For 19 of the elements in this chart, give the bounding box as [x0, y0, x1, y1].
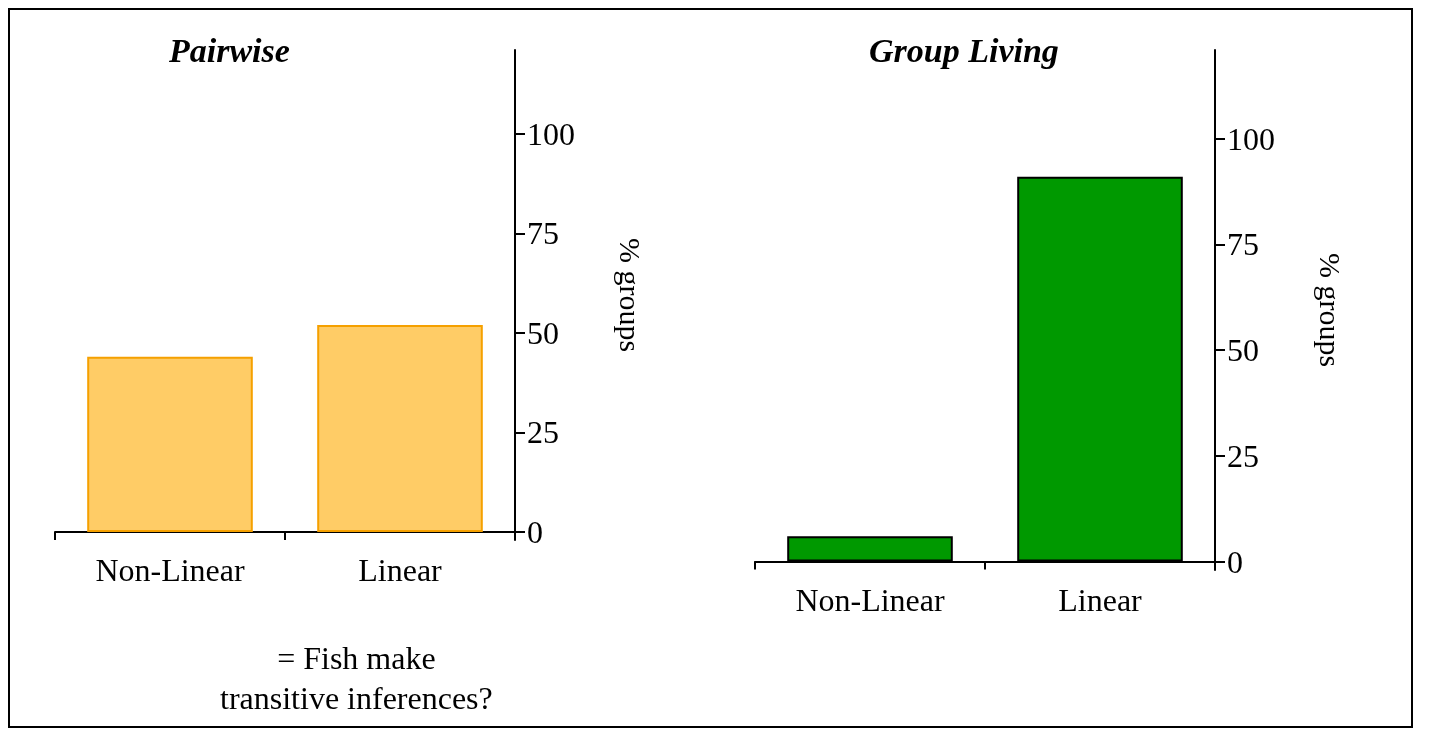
y-tick-label: 75: [527, 215, 559, 252]
y-axis-title: % groups: [1313, 252, 1347, 368]
x-tick-label: Linear: [358, 552, 443, 588]
y-tick-label: 50: [1227, 332, 1259, 369]
y-tick-label: 25: [1227, 437, 1259, 474]
y-tick-label: 75: [1227, 226, 1259, 263]
x-tick-label: Non-Linear: [795, 582, 945, 618]
chart-title: Group Living: [869, 31, 1059, 69]
x-tick-label: Non-Linear: [95, 552, 245, 588]
y-tick-label: 100: [1227, 120, 1275, 157]
chart-title: Pairwise: [168, 31, 290, 69]
x-tick-label: Linear: [1058, 582, 1143, 618]
y-tick-label: 0: [527, 514, 543, 551]
y-tick-label: 0: [1227, 543, 1243, 580]
y-tick-label: 25: [527, 414, 559, 451]
y-tick-label: 50: [527, 314, 559, 351]
y-axis-title: % groups: [613, 237, 647, 353]
y-tick-label: 100: [527, 115, 575, 152]
text: = Fish make transitive inferences?: [220, 640, 493, 716]
